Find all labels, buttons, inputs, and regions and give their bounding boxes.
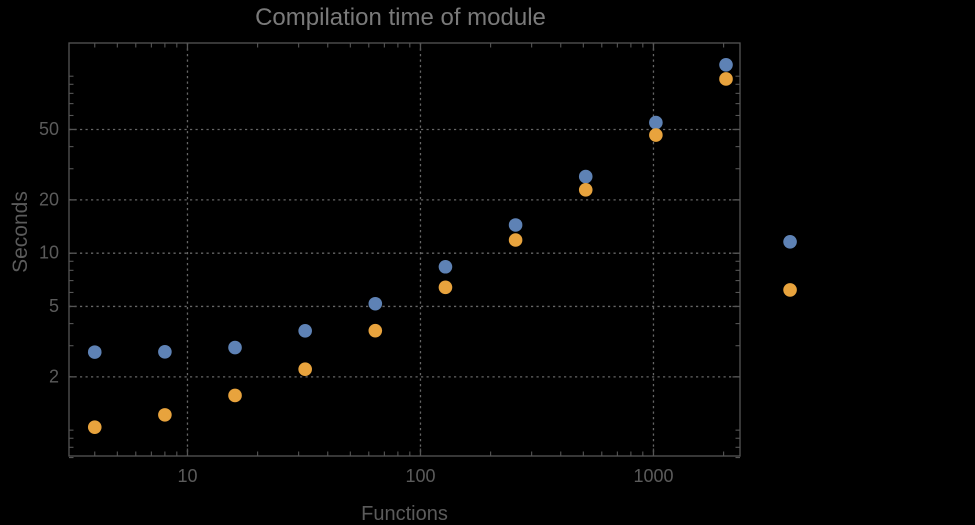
svg-text:1000: 1000 xyxy=(633,466,673,486)
svg-text:10: 10 xyxy=(39,243,59,263)
svg-text:100: 100 xyxy=(405,466,435,486)
svg-text:10: 10 xyxy=(177,466,197,486)
svg-text:5: 5 xyxy=(49,296,59,316)
svg-text:2: 2 xyxy=(49,366,59,386)
svg-text:20: 20 xyxy=(39,189,59,209)
svg-text:50: 50 xyxy=(39,119,59,139)
